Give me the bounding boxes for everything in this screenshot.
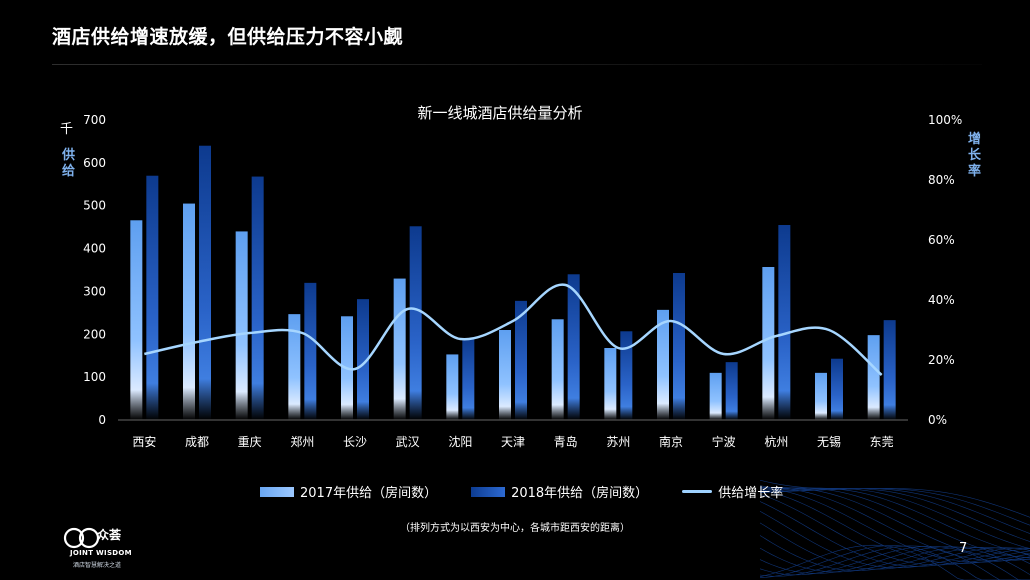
slide-title: 酒店供给增速放缓，但供给压力不容小觑 (52, 26, 404, 48)
left-tick-label: 100 (83, 370, 106, 384)
x-tick-label: 东莞 (870, 435, 894, 449)
bar-2017 (288, 314, 301, 420)
bar-2017 (657, 309, 669, 420)
legend-swatch-growth (682, 490, 713, 493)
bar-2017 (762, 267, 775, 420)
legend-swatch-2018 (471, 486, 506, 497)
right-tick-label: 40% (928, 293, 955, 307)
bar-2017 (815, 372, 827, 420)
growth-rate-line (144, 283, 883, 376)
bar-2018 (831, 358, 843, 420)
title-divider (52, 64, 982, 65)
x-tick-label: 沈阳 (448, 434, 472, 449)
bar-2017 (604, 348, 617, 420)
left-tick-label: 0 (98, 413, 106, 427)
bar-2018 (251, 176, 264, 420)
legend-swatch-2017 (260, 486, 294, 497)
bar-2018 (462, 338, 475, 420)
bar-2017 (130, 220, 143, 420)
bar-2018 (725, 362, 738, 420)
bar-2018 (146, 175, 159, 420)
bar-2018 (304, 282, 317, 420)
bar-2017 (393, 278, 406, 420)
brand-logo-icon (63, 527, 100, 549)
x-tick-label: 武汉 (396, 435, 420, 449)
bar-2017 (709, 372, 722, 420)
x-tick-label: 长沙 (343, 435, 367, 449)
legend-label-2018: 2018年供给（房间数） (511, 486, 649, 501)
x-tick-label: 杭州 (764, 434, 788, 449)
right-tick-label: 80% (928, 173, 955, 187)
bar-2018 (778, 225, 791, 420)
bar-2018 (357, 299, 369, 420)
right-tick-label: 60% (928, 233, 955, 247)
right-tick-label: 20% (928, 353, 955, 367)
left-axis-unit: 千 (60, 122, 74, 137)
left-tick-label: 400 (83, 242, 106, 256)
bar-2017 (446, 354, 459, 420)
chart-legend: 2017年供给（房间数） 2018年供给（房间数） 供给增长率 (260, 482, 783, 501)
legend-item-2017: 2017年供给（房间数） (260, 482, 437, 501)
x-tick-label: 南京 (659, 434, 683, 449)
bar-2017 (183, 203, 195, 420)
legend-item-2018: 2018年供给（房间数） (471, 482, 648, 501)
bar-2018 (515, 300, 527, 420)
left-tick-label: 500 (83, 199, 106, 213)
bar-2017 (867, 335, 880, 420)
x-tick-label: 天津 (501, 435, 525, 449)
x-tick-label: 成都 (185, 435, 209, 449)
chart-footnote: （排列方式为以西安为中心，各城市距西安的距离） (400, 523, 630, 534)
x-tick-label: 青岛 (554, 434, 578, 449)
legend-item-growth: 供给增长率 (682, 482, 783, 501)
bar-2018 (409, 226, 422, 420)
x-tick-label: 重庆 (238, 435, 262, 449)
right-tick-label: 0% (928, 413, 947, 427)
legend-label-growth: 供给增长率 (718, 486, 784, 501)
x-tick-label: 苏州 (606, 435, 630, 449)
bar-2017 (235, 231, 248, 420)
logo-english-name: JOINT WISDOM (70, 549, 132, 557)
bar-2018 (567, 274, 580, 420)
left-tick-label: 700 (83, 113, 106, 127)
logo-brand-name: 众荟 (97, 528, 122, 542)
left-axis-label: 供给 (62, 148, 76, 179)
bar-2017 (551, 319, 564, 420)
x-tick-label: 郑州 (290, 434, 314, 449)
left-tick-label: 300 (83, 284, 106, 298)
left-tick-label: 600 (83, 156, 106, 170)
left-tick-label: 200 (83, 327, 106, 341)
bar-2017 (499, 330, 511, 420)
x-tick-label: 宁波 (712, 434, 736, 449)
x-tick-label: 西安 (132, 434, 156, 449)
x-tick-label: 无锡 (817, 434, 841, 449)
bar-2018 (199, 145, 211, 420)
page-number: 7 (959, 541, 968, 556)
legend-label-2017: 2017年供给（房间数） (300, 486, 438, 501)
supply-chart: 0 100 200 300 400 500 600 700 0% 20% 40% 60% 80% 100… (83, 113, 962, 449)
bar-2018 (620, 331, 633, 420)
bar-2018 (883, 320, 896, 420)
right-axis-label: 增长率 (968, 132, 982, 179)
bar-2018 (673, 273, 685, 420)
logo-slogan: 酒店智慧解决之道 (73, 562, 122, 569)
chart-title: 新一线城酒店供给量分析 (417, 104, 583, 122)
right-tick-label: 100% (928, 113, 962, 127)
